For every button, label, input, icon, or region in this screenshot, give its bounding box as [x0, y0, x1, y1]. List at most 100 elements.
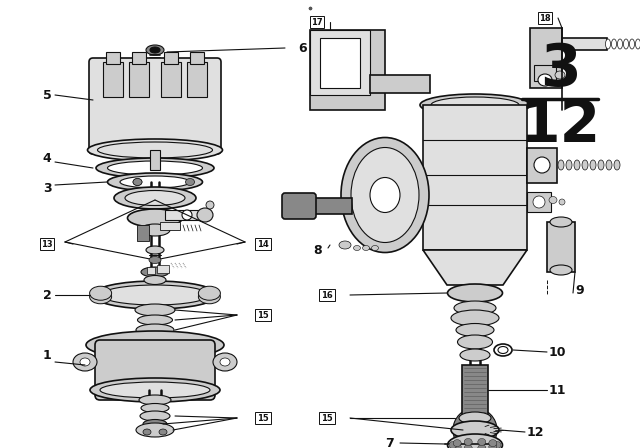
Text: 8: 8 [314, 244, 323, 257]
Ellipse shape [80, 358, 90, 366]
Text: 12: 12 [526, 426, 544, 439]
Ellipse shape [341, 138, 429, 253]
Ellipse shape [114, 187, 196, 209]
Ellipse shape [140, 411, 170, 421]
Ellipse shape [538, 74, 552, 86]
Bar [547, 222, 575, 272]
Bar [165, 210, 205, 220]
Ellipse shape [460, 349, 490, 361]
Text: 3: 3 [43, 181, 51, 194]
Ellipse shape [108, 173, 202, 191]
Ellipse shape [459, 412, 491, 424]
Text: 3: 3 [540, 41, 580, 98]
Ellipse shape [90, 378, 220, 402]
Text: 10: 10 [548, 345, 566, 358]
Ellipse shape [197, 208, 213, 222]
Ellipse shape [498, 346, 508, 353]
Ellipse shape [93, 281, 218, 309]
Ellipse shape [144, 276, 166, 284]
Bar [129, 62, 149, 97]
Bar [527, 192, 551, 212]
Ellipse shape [489, 439, 497, 447]
Ellipse shape [97, 142, 212, 158]
Ellipse shape [533, 196, 545, 208]
Bar [190, 52, 204, 64]
Ellipse shape [120, 176, 190, 188]
Ellipse shape [73, 353, 97, 371]
Bar [310, 30, 370, 95]
Ellipse shape [566, 160, 572, 170]
Ellipse shape [534, 157, 550, 173]
Text: 11: 11 [548, 383, 566, 396]
Text: 15: 15 [257, 414, 269, 422]
Text: 15: 15 [257, 310, 269, 319]
Ellipse shape [464, 444, 472, 448]
Ellipse shape [206, 201, 214, 209]
Bar [310, 198, 352, 214]
Ellipse shape [127, 209, 182, 227]
Ellipse shape [138, 315, 173, 325]
Ellipse shape [149, 257, 161, 263]
Ellipse shape [150, 47, 160, 53]
Ellipse shape [96, 158, 214, 178]
Ellipse shape [159, 429, 167, 435]
Bar [103, 62, 123, 97]
Text: 13: 13 [41, 240, 53, 249]
Ellipse shape [100, 382, 210, 398]
Ellipse shape [182, 210, 192, 220]
Ellipse shape [618, 39, 623, 49]
Ellipse shape [493, 441, 501, 448]
Ellipse shape [611, 39, 616, 49]
Ellipse shape [140, 224, 170, 236]
Text: 9: 9 [576, 284, 584, 297]
Bar [462, 365, 488, 420]
Ellipse shape [353, 246, 360, 250]
Ellipse shape [454, 301, 496, 315]
Ellipse shape [198, 290, 220, 304]
Ellipse shape [447, 434, 502, 448]
Text: 5: 5 [43, 89, 51, 102]
Polygon shape [423, 250, 527, 285]
Ellipse shape [550, 217, 572, 227]
Ellipse shape [582, 160, 588, 170]
Text: 2: 2 [43, 289, 51, 302]
Text: 4: 4 [43, 151, 51, 164]
Ellipse shape [489, 444, 497, 448]
Bar [310, 30, 385, 110]
Bar [562, 38, 607, 50]
Ellipse shape [447, 284, 502, 302]
FancyBboxPatch shape [95, 340, 215, 400]
Ellipse shape [370, 177, 400, 212]
Text: 16: 16 [321, 290, 333, 300]
Text: 18: 18 [539, 13, 551, 22]
Ellipse shape [598, 160, 604, 170]
Ellipse shape [478, 439, 486, 445]
Ellipse shape [559, 199, 565, 205]
Text: 7: 7 [386, 436, 394, 448]
Bar [423, 105, 527, 250]
Ellipse shape [606, 160, 612, 170]
Ellipse shape [136, 423, 174, 437]
FancyBboxPatch shape [282, 193, 316, 219]
Ellipse shape [198, 286, 220, 300]
Bar [161, 62, 181, 97]
Ellipse shape [456, 323, 494, 336]
Ellipse shape [478, 444, 486, 448]
Ellipse shape [133, 178, 142, 185]
Text: 17: 17 [311, 17, 323, 26]
Ellipse shape [555, 71, 565, 79]
Text: 12: 12 [520, 97, 600, 154]
Bar [106, 52, 120, 64]
Bar [534, 65, 556, 81]
Ellipse shape [143, 429, 151, 435]
Ellipse shape [566, 73, 573, 79]
Ellipse shape [464, 439, 472, 445]
Ellipse shape [614, 160, 620, 170]
Ellipse shape [549, 197, 557, 203]
Bar [157, 265, 169, 273]
Text: 6: 6 [299, 42, 307, 55]
Ellipse shape [339, 241, 351, 249]
Ellipse shape [451, 310, 499, 326]
Ellipse shape [135, 304, 175, 316]
Ellipse shape [146, 246, 164, 254]
